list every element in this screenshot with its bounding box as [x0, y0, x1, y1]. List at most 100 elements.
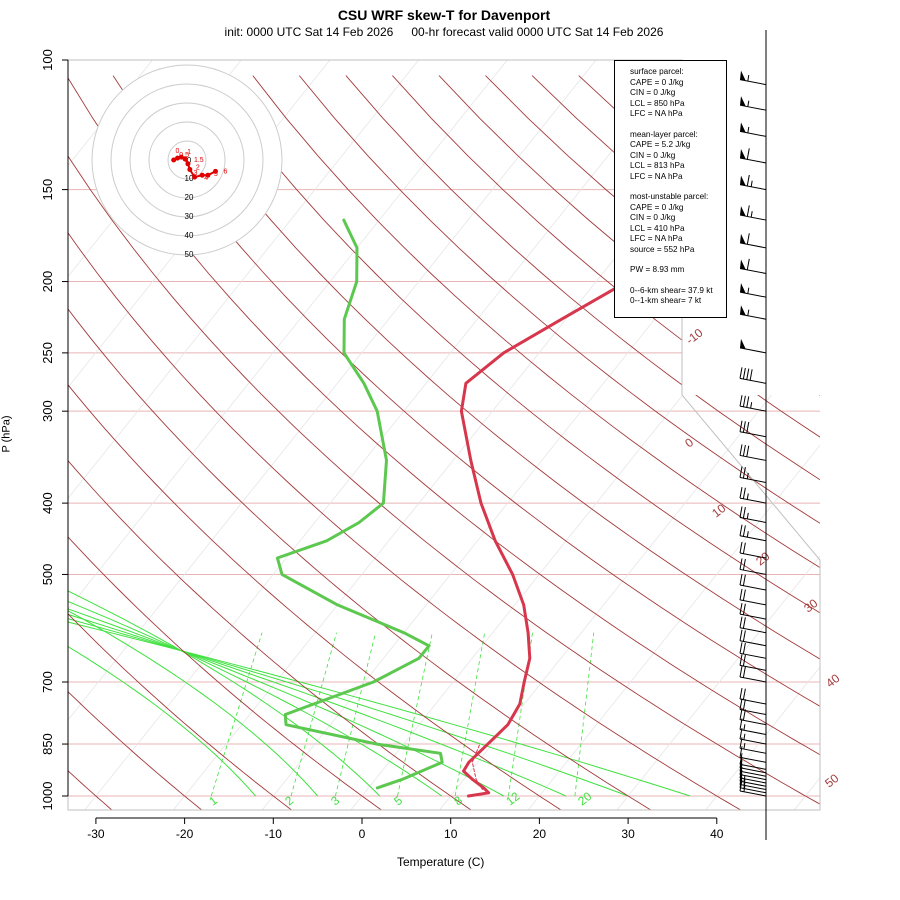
hodograph-ring-label: 10	[185, 174, 194, 183]
init-time: init: 0000 UTC Sat 14 Feb 2026	[224, 25, 394, 39]
mean-layer-parcel-header: mean-layer parcel:	[630, 129, 698, 139]
barb-flag	[746, 258, 750, 270]
barb-half-flag	[747, 309, 750, 316]
barb-shaft	[739, 568, 767, 575]
x-tick-label: 40	[710, 827, 724, 841]
isotherm-line	[68, 60, 597, 810]
barb-flag	[746, 445, 750, 457]
barb-flag	[739, 573, 743, 586]
barb-half-flag	[746, 493, 749, 500]
mixing-ratio-line	[574, 632, 595, 797]
wind-barb	[739, 588, 767, 606]
y-tick-label: 850	[40, 733, 55, 755]
most-unstable-parcel-header: most-unstable parcel:	[630, 192, 709, 201]
barb-half-flag	[750, 402, 753, 409]
hodograph-point	[199, 172, 205, 178]
barb-pennant	[740, 122, 746, 133]
barb-shaft	[739, 476, 767, 483]
wind-barb	[739, 367, 767, 384]
barb-flag	[739, 760, 743, 772]
barb-shaft	[739, 784, 767, 791]
barb-shaft	[739, 719, 767, 726]
wind-barb	[739, 258, 767, 274]
wind-barb	[739, 233, 767, 249]
wind-barb	[739, 148, 767, 164]
hodograph-label: 2	[196, 165, 200, 172]
barb-pennant	[740, 148, 746, 160]
barb-shaft	[739, 747, 767, 754]
wind-barb	[739, 524, 767, 542]
dry-adiabat	[159, 75, 820, 810]
barb-flag	[746, 148, 750, 160]
hodograph-ring-label: 50	[185, 250, 194, 259]
barb-flag	[742, 688, 746, 700]
dry-adiabat	[68, 75, 474, 810]
barb-flag	[739, 766, 743, 779]
wind-barb	[739, 305, 767, 320]
barb-flag	[742, 642, 746, 655]
most-unstable-lfc: LFC = NA hPa	[630, 234, 683, 243]
moist-adiabat	[68, 352, 318, 797]
dry-adiabat	[68, 75, 294, 810]
barb-flag	[749, 369, 753, 381]
hodograph-ring-label: 30	[185, 212, 194, 221]
barb-shaft	[739, 738, 767, 745]
dry-adiabat	[68, 75, 564, 810]
barb-half-flag	[746, 472, 749, 479]
isotherm-line	[349, 60, 820, 810]
barb-flag	[739, 654, 743, 666]
barb-flag	[739, 506, 743, 518]
hodograph-point	[213, 168, 218, 174]
barb-flag	[739, 524, 743, 536]
isotherm-label: 10	[709, 501, 728, 520]
barb-shaft	[739, 552, 767, 559]
x-tick-label: 30	[621, 827, 635, 841]
barb-half-flag	[747, 75, 750, 82]
barb-flag	[739, 558, 743, 570]
moist-adiabat	[68, 352, 691, 797]
wind-barb	[739, 642, 767, 659]
barb-flag	[739, 708, 743, 720]
wind-barb	[739, 654, 767, 671]
isotherm-line	[68, 60, 508, 810]
barb-shaft	[739, 535, 767, 542]
barb-flag	[739, 603, 743, 615]
barb-flag	[739, 444, 743, 456]
mixing-ratio-label: 8	[451, 793, 465, 808]
y-tick-label: 400	[40, 492, 55, 514]
isotherm-line	[68, 60, 419, 810]
hodograph-ring	[91, 64, 283, 256]
wind-barb	[739, 70, 767, 86]
y-tick-label: 1000	[40, 782, 55, 811]
hodograph-label: 3	[194, 170, 198, 177]
isotherm-label: 40	[823, 671, 842, 690]
most-unstable-lcl: LCL = 410 hPa	[630, 223, 685, 233]
x-tick-label: -10	[265, 827, 283, 841]
barb-flag	[742, 709, 746, 721]
surface-cin: CIN = 0 J/kg	[630, 88, 676, 97]
barb-shaft	[739, 729, 767, 736]
barb-shaft	[739, 767, 767, 774]
isotherm-line	[526, 60, 820, 810]
wind-barb	[739, 506, 767, 523]
most-unstable-cape: CAPE = 0 J/kg	[630, 202, 684, 212]
dry-adiabat	[68, 75, 820, 810]
barb-half-flag	[743, 733, 746, 740]
barb-flag	[742, 367, 746, 380]
isotherm-line	[704, 60, 820, 810]
x-tick-label: -20	[176, 827, 194, 841]
wind-barb	[739, 283, 767, 298]
wind-barb	[739, 687, 767, 705]
barb-flag	[739, 698, 743, 710]
barb-flag	[739, 616, 743, 628]
barb-half-flag	[746, 512, 749, 519]
barb-flag	[739, 687, 743, 700]
barb-pennant	[740, 175, 746, 186]
barb-flag	[739, 466, 743, 478]
barb-shaft	[739, 497, 767, 504]
barb-shaft	[739, 267, 767, 274]
barb-shaft	[739, 676, 767, 683]
barb-shaft	[739, 313, 767, 320]
moist-adiabat	[68, 352, 443, 797]
isotherm-line	[437, 60, 820, 810]
